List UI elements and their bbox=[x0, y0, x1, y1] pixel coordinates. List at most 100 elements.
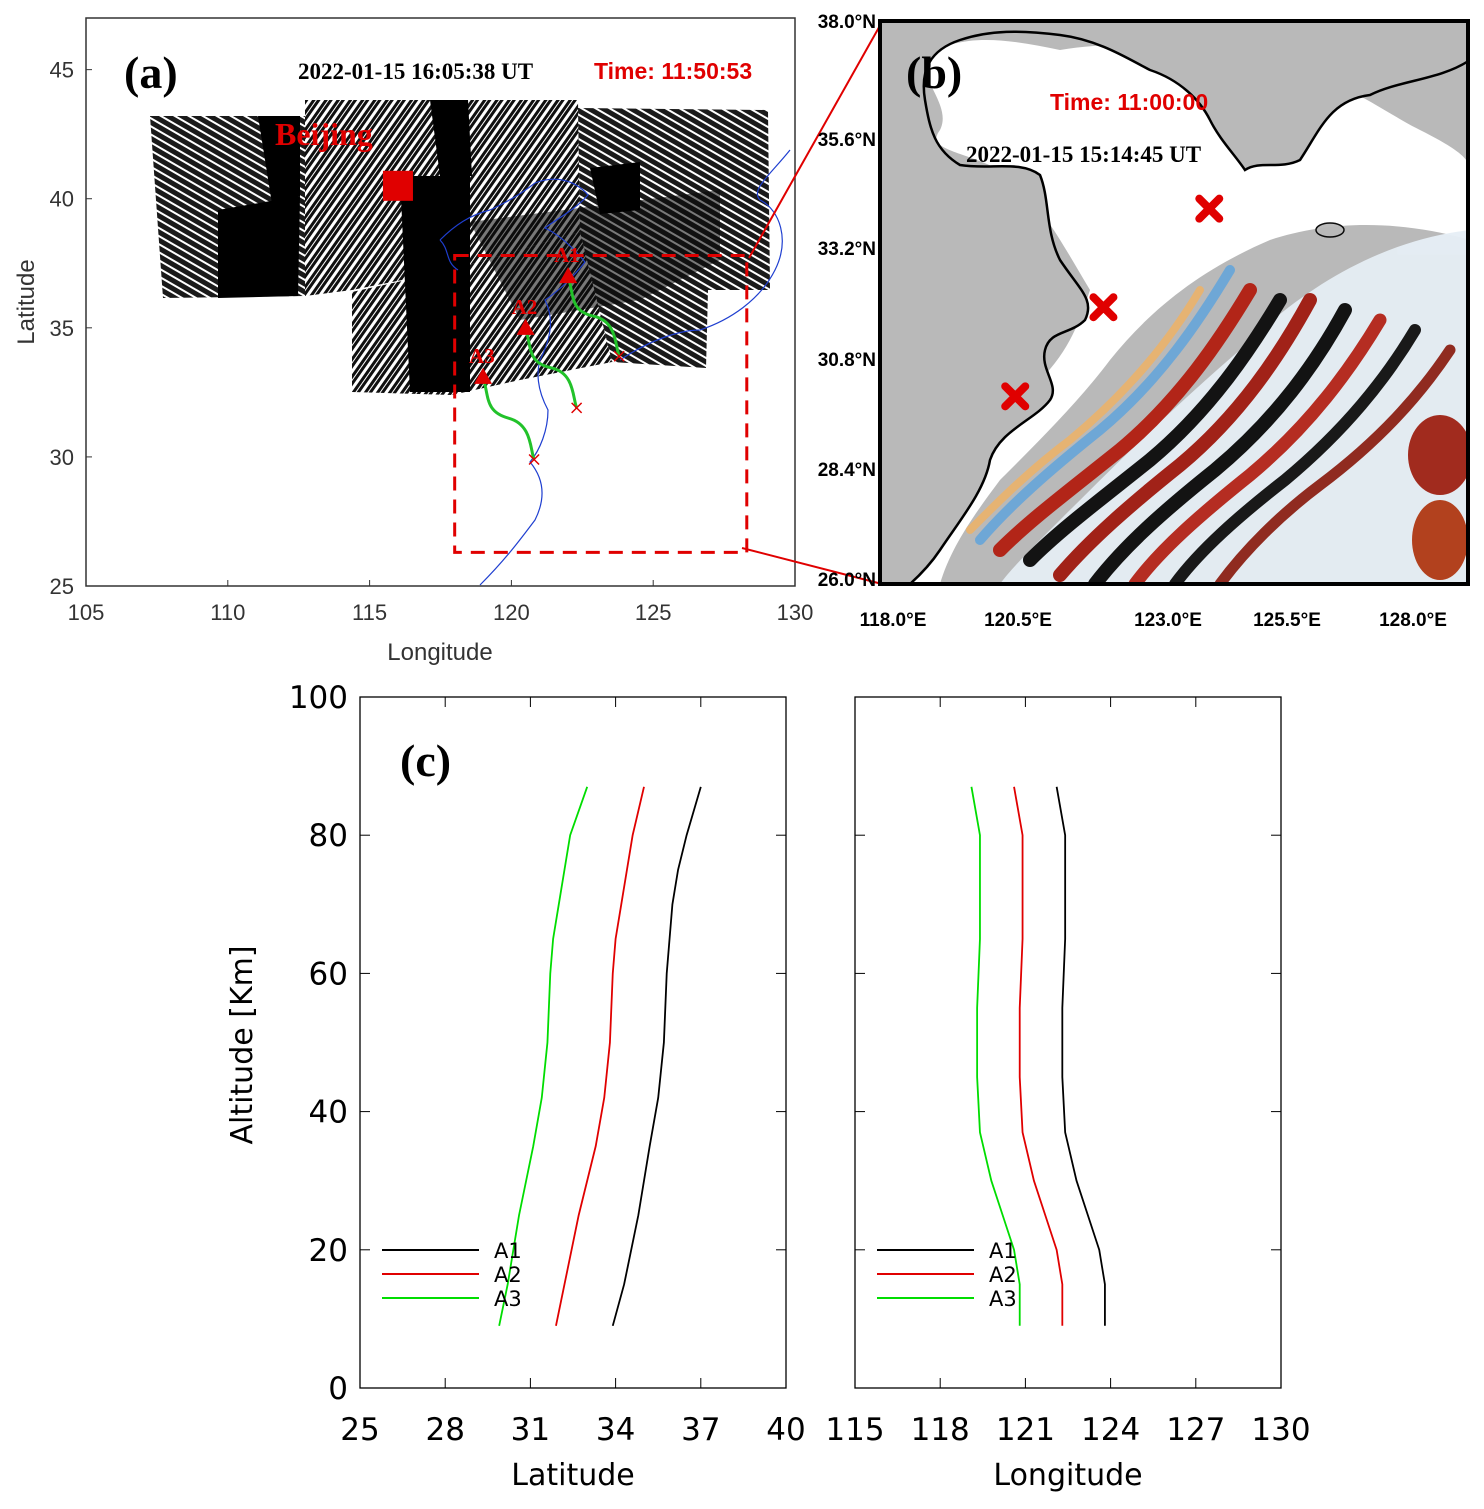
marker-labels-a: A1 A2 A3 bbox=[469, 243, 580, 368]
marker-triangle-a1 bbox=[559, 267, 578, 284]
marker-label-a1: A1 bbox=[554, 243, 580, 267]
y-tick-label-c: 100 bbox=[289, 680, 348, 716]
x-tick-label-b: 118.0°E bbox=[860, 610, 927, 631]
ground-point-cross bbox=[571, 402, 583, 414]
legend-label-a3: A3 bbox=[494, 1287, 522, 1311]
y-tick-label-a: 40 bbox=[50, 187, 74, 212]
x-axis-label-a: Longitude bbox=[387, 639, 492, 666]
y-tick-label-a: 45 bbox=[50, 58, 74, 83]
y-axis-label-a: Latitude bbox=[13, 259, 40, 344]
city-label: Beijing bbox=[275, 116, 373, 152]
x-tick-label-c: 115 bbox=[825, 1412, 884, 1448]
panel-label-b: (b) bbox=[906, 47, 962, 98]
x-tick-label-c: 121 bbox=[996, 1412, 1055, 1448]
x-tick-label-b: 120.5°E bbox=[984, 610, 1052, 631]
x-axis-label-c-left: Latitude bbox=[511, 1458, 634, 1493]
y-tick-label-c: 60 bbox=[309, 956, 348, 992]
x-tick-label-c: 31 bbox=[511, 1412, 550, 1448]
connector-top bbox=[748, 21, 883, 259]
panel-label-c: (c) bbox=[400, 735, 451, 786]
legend-label-a2: A2 bbox=[494, 1263, 522, 1287]
y-tick-label-c: 40 bbox=[309, 1095, 348, 1131]
y-tick-label-a: 35 bbox=[50, 316, 74, 341]
profile-lines bbox=[498, 786, 1106, 1327]
x-tick-label-a: 105 bbox=[68, 600, 105, 625]
ground-point-group bbox=[528, 350, 625, 466]
marker-group-b bbox=[1001, 194, 1224, 411]
x-tick-label-b: 125.5°E bbox=[1253, 610, 1321, 631]
x-tick-label-c: 40 bbox=[766, 1412, 805, 1448]
axes-a: 105 110 115 120 125 130 25 30 35 40 45 bbox=[50, 58, 814, 625]
x-tick-label-c: 25 bbox=[340, 1412, 379, 1448]
profile-line-a1 bbox=[1055, 786, 1106, 1326]
axes-c: 25 28 31 34 37 40 0 20 40 60 80 100 115 118 121 124 127 1… bbox=[289, 680, 1311, 1448]
ground-point-cross bbox=[613, 350, 625, 362]
x-tick-label-b: 123.0°E bbox=[1134, 610, 1202, 631]
panel-b-map: 118.0°E 120.5°E 123.0°E 125.5°E 128.0°E 38.0°… bbox=[818, 12, 1470, 631]
marker-cross-b bbox=[1195, 194, 1224, 223]
y-tick-label-a: 25 bbox=[50, 574, 74, 599]
y-tick-label-c: 80 bbox=[309, 818, 348, 854]
beijing-marker bbox=[382, 170, 413, 201]
x-tick-label-c: 124 bbox=[1081, 1412, 1140, 1448]
y-axis-label-c: Altitude [Km] bbox=[225, 945, 260, 1144]
legend-label-a1: A1 bbox=[494, 1239, 522, 1263]
panel-label-a: (a) bbox=[124, 47, 178, 98]
x-tick-label-c: 37 bbox=[681, 1412, 720, 1448]
legend-label-a1: A1 bbox=[989, 1239, 1017, 1263]
marker-label-a2: A2 bbox=[512, 295, 538, 319]
x-tick-label-a: 125 bbox=[635, 600, 672, 625]
airglow-mosaic bbox=[150, 100, 770, 395]
y-tick-label-b: 33.2°N bbox=[818, 239, 876, 260]
profile-line-a1 bbox=[611, 786, 702, 1327]
legend-label-a3: A3 bbox=[989, 1287, 1017, 1311]
time-label-a: Time: 11:50:53 bbox=[594, 58, 752, 84]
marker-group-a bbox=[474, 267, 578, 384]
profile-line-a3 bbox=[970, 786, 1021, 1326]
ground-point-cross bbox=[528, 453, 540, 466]
x-tick-label-a: 130 bbox=[777, 600, 814, 625]
profile-line-a2 bbox=[555, 786, 645, 1326]
x-tick-label-c: 127 bbox=[1166, 1412, 1225, 1448]
legend-label-a2: A2 bbox=[989, 1263, 1017, 1287]
x-tick-label-c: 34 bbox=[596, 1412, 635, 1448]
x-tick-label-c: 130 bbox=[1251, 1412, 1310, 1448]
marker-label-a3: A3 bbox=[469, 344, 495, 368]
time-label-b: Time: 11:00:00 bbox=[1050, 89, 1208, 115]
x-tick-label-c: 28 bbox=[425, 1412, 464, 1448]
profile-line-a3 bbox=[498, 786, 589, 1326]
marker-triangle-a3 bbox=[474, 367, 493, 384]
zoom-box bbox=[453, 254, 749, 554]
ray-path-a3 bbox=[481, 376, 536, 461]
y-tick-label-b: 30.8°N bbox=[818, 350, 876, 371]
tec-perturbation-field bbox=[880, 21, 1468, 584]
x-tick-label-a: 110 bbox=[210, 600, 245, 625]
axes-b: 118.0°E 120.5°E 123.0°E 125.5°E 128.0°E 38.0°… bbox=[818, 12, 1447, 631]
y-tick-label-b: 35.6°N bbox=[818, 130, 876, 151]
coastline bbox=[439, 149, 791, 586]
panel-a-map: 105 110 115 120 125 130 25 30 35 40 45 Longitude L… bbox=[13, 17, 814, 666]
y-tick-label-b: 28.4°N bbox=[818, 460, 876, 481]
ray-path-a1 bbox=[566, 275, 621, 357]
y-tick-label-c: 20 bbox=[309, 1233, 348, 1269]
x-tick-label-c: 118 bbox=[911, 1412, 970, 1448]
connector-bottom bbox=[741, 547, 883, 585]
x-tick-label-a: 120 bbox=[493, 600, 530, 625]
x-tick-label-b: 128.0°E bbox=[1379, 610, 1447, 631]
ray-paths bbox=[481, 275, 621, 461]
panel-c-profiles: 25 28 31 34 37 40 0 20 40 60 80 100 115 118 121 124 127 1… bbox=[225, 680, 1311, 1493]
marker-triangle-a2 bbox=[516, 318, 535, 335]
y-tick-label-b: 26.0°N bbox=[818, 570, 876, 591]
marker-cross-b bbox=[1089, 293, 1118, 322]
marker-cross-b bbox=[1001, 382, 1030, 411]
x-tick-label-a: 115 bbox=[352, 600, 387, 625]
timestamp-a: 2022-01-15 16:05:38 UT bbox=[298, 59, 533, 84]
timestamp-b: 2022-01-15 15:14:45 UT bbox=[966, 142, 1201, 167]
y-tick-label-c: 0 bbox=[328, 1371, 348, 1407]
x-axis-label-c-right: Longitude bbox=[993, 1458, 1142, 1493]
ray-path-a2 bbox=[524, 327, 579, 409]
y-tick-label-b: 38.0°N bbox=[818, 12, 876, 33]
y-tick-label-a: 30 bbox=[50, 445, 74, 470]
